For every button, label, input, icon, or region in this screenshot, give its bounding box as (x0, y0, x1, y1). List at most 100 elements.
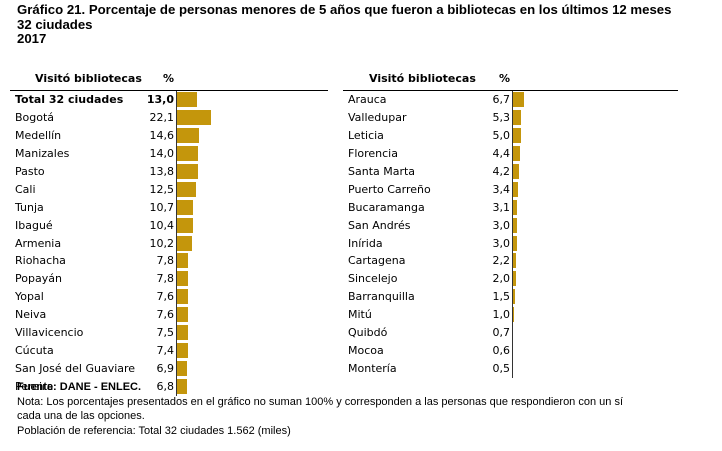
right-bar (512, 181, 518, 197)
left-row: Bogotá 22,1 (10, 109, 328, 127)
right-category-label: Arauca (348, 93, 387, 106)
source-note: Fuente: DANE - ENLEC. (17, 381, 142, 393)
left-bar (176, 361, 188, 377)
right-category-label: Florencia (348, 146, 398, 160)
left-bar (176, 92, 197, 107)
right-value-label: 2,0 (492, 272, 511, 286)
right-category-label: Santa Marta (348, 164, 416, 178)
right-row: Barranquilla 1,5 (343, 288, 678, 306)
right-value-label: 0,5 (492, 362, 511, 376)
right-bar-rows: Arauca 6,7 Valledupar 5,3 Leticia 5,0 Florenci… (343, 91, 678, 378)
left-row: Pereira 6,8 (10, 378, 328, 396)
left-bar (176, 163, 199, 179)
right-row: Valledupar 5,3 (343, 109, 678, 127)
left-table-header: Visitó bibliotecas % (10, 63, 328, 91)
left-bar (176, 235, 193, 251)
left-bar (176, 145, 199, 161)
right-row: Montería 0,5 (343, 360, 678, 378)
right-bar (512, 271, 516, 287)
left-row: Ibagué 10,4 (10, 217, 328, 235)
left-value-header: % (163, 72, 175, 85)
left-row: Popayán 7,8 (10, 270, 328, 288)
left-category-label: Yopal (15, 290, 44, 304)
left-category-label: Pasto (15, 164, 45, 178)
right-row: Leticia 5,0 (343, 127, 678, 145)
note-line-2: cada una de las opciones. (17, 410, 145, 422)
right-value-label: 1,0 (492, 308, 511, 322)
left-category-label: Neiva (15, 308, 47, 322)
right-category-label: Puerto Carreño (348, 182, 431, 196)
right-value-label: 2,2 (492, 254, 511, 268)
right-bar (512, 92, 524, 107)
title-line-1: Gráfico 21. Porcentaje de personas menor… (17, 2, 672, 17)
left-row: Total 32 ciudades 13,0 (10, 91, 328, 109)
right-bar (512, 289, 515, 305)
left-row: Neiva 7,6 (10, 306, 328, 324)
left-category-label: Total 32 ciudades (15, 93, 124, 106)
left-value-label: 6,9 (156, 362, 175, 376)
left-row: Manizales 14,0 (10, 145, 328, 163)
left-bar (176, 109, 212, 125)
note-line-1: Nota: Los porcentajes presentados en el … (17, 395, 623, 408)
left-value-label: 22,1 (149, 110, 175, 124)
left-category-label: Pereira (15, 380, 54, 393)
right-row: Arauca 6,7 (343, 91, 678, 109)
right-category-label: Barranquilla (348, 290, 415, 304)
left-value-label: 13,8 (149, 164, 175, 178)
right-value-label: 3,4 (492, 182, 511, 196)
left-category-label: Manizales (15, 146, 70, 160)
right-value-label: 0,7 (492, 326, 511, 340)
left-bar (176, 127, 200, 143)
right-category-label: San Andrés (348, 218, 411, 232)
left-row: Cúcuta 7,4 (10, 342, 328, 360)
left-bar (176, 343, 188, 359)
right-bar (512, 235, 518, 251)
left-value-label: 7,6 (156, 290, 175, 304)
right-value-label: 6,7 (492, 93, 511, 106)
right-bar (512, 217, 518, 233)
left-row: Riohacha 7,8 (10, 252, 328, 270)
right-value-label: 5,3 (492, 110, 511, 124)
left-bar (176, 199, 194, 215)
right-category-label: Inírida (348, 236, 383, 250)
title-line-2: 32 ciudades (17, 16, 93, 32)
right-axis-line (512, 91, 513, 379)
left-axis-line (176, 91, 177, 397)
chart-footer: Fuente: DANE - ENLEC. Nota: Los porcenta… (17, 380, 697, 438)
left-bar (176, 379, 187, 394)
left-bar-rows: Total 32 ciudades 13,0 Bogotá 22,1 Medellín 1… (10, 91, 328, 396)
left-category-label: Armenia (15, 236, 62, 250)
right-bar (512, 163, 520, 179)
left-value-label: 7,4 (156, 344, 175, 358)
left-category-label: Villavicencio (15, 326, 84, 340)
right-row: Bucaramanga 3,1 (343, 199, 678, 217)
left-bar-table: Visitó bibliotecas % Total 32 ciudades 13… (10, 63, 328, 397)
left-bar (176, 271, 189, 287)
right-value-label: 3,0 (492, 236, 511, 250)
right-category-label: Bucaramanga (348, 200, 425, 214)
right-bar (512, 109, 522, 125)
left-category-label: Cúcuta (15, 344, 54, 358)
left-bar (176, 181, 196, 197)
left-bar (176, 217, 193, 233)
right-category-label: Montería (348, 362, 397, 376)
right-value-header: % (499, 72, 511, 85)
left-category-label: Popayán (15, 272, 62, 286)
left-bar (176, 253, 189, 269)
left-category-header: Visitó bibliotecas (35, 72, 142, 85)
right-row: San Andrés 3,0 (343, 217, 678, 235)
right-bar (512, 145, 520, 161)
right-row: Santa Marta 4,2 (343, 163, 678, 181)
left-row: Armenia 10,2 (10, 235, 328, 253)
left-value-label: 12,5 (149, 182, 175, 196)
right-row: Cartagena 2,2 (343, 252, 678, 270)
left-category-label: Cali (15, 182, 36, 196)
left-row: Yopal 7,6 (10, 288, 328, 306)
left-category-label: Tunja (15, 200, 44, 214)
left-value-label: 10,4 (149, 218, 175, 232)
left-row: Medellín 14,6 (10, 127, 328, 145)
right-row: Inírida 3,0 (343, 235, 678, 253)
left-bar (176, 289, 189, 305)
right-category-label: Cartagena (348, 254, 406, 268)
left-value-label: 7,6 (156, 308, 175, 322)
